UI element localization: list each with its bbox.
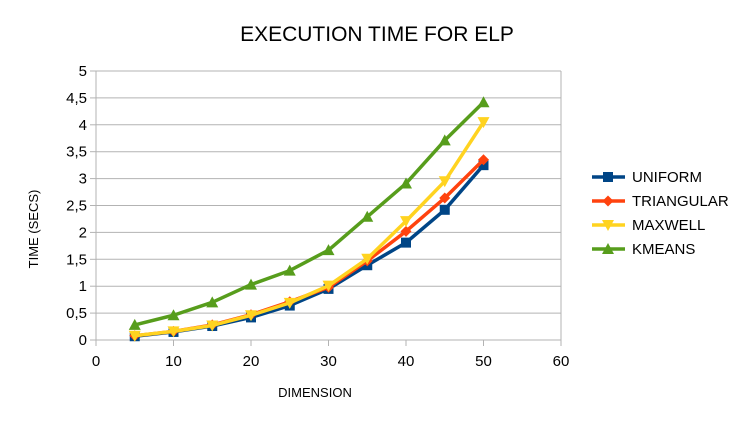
data-point-kmeans — [167, 309, 180, 321]
x-tick-label: 40 — [398, 353, 415, 370]
y-tick-label: 0,5 — [66, 305, 87, 322]
data-point-maxwell — [206, 320, 219, 332]
legend-item-triangular: TRIANGULAR — [592, 193, 729, 210]
x-axis-tick-labels: 0 10 20 30 40 50 60 — [92, 353, 570, 370]
series-line-kmeans — [134, 100, 485, 327]
x-tick-label: 10 — [165, 353, 182, 370]
data-point-kmeans — [400, 177, 412, 189]
x-tick-label: 60 — [553, 353, 570, 370]
data-point-maxwell — [438, 176, 451, 188]
legend-label-kmeans: KMEANS — [632, 241, 695, 258]
legend-item-kmeans: KMEANS — [592, 241, 695, 258]
legend-item-maxwell: MAXWELL — [592, 217, 705, 234]
data-point-triangular — [439, 192, 451, 204]
x-tick-label: 20 — [243, 353, 260, 370]
data-point-triangular — [478, 154, 489, 166]
legend-marker-kmeans — [602, 243, 614, 254]
data-point-maxwell — [477, 117, 490, 129]
legend-marker-uniform — [603, 172, 613, 182]
series-kmeans — [128, 96, 490, 330]
series-lines — [128, 96, 490, 342]
data-point-maxwell — [167, 326, 180, 338]
y-tick-label: 5 — [79, 63, 87, 80]
chart-title: EXECUTION TIME FOR ELP — [240, 23, 514, 46]
data-point-uniform — [401, 237, 411, 248]
legend-label-triangular: TRIANGULAR — [632, 193, 729, 210]
data-point-kmeans — [322, 244, 335, 256]
series-uniform — [129, 160, 489, 342]
y-tick-label: 1 — [79, 278, 87, 295]
y-tick-label: 2 — [79, 224, 87, 241]
data-point-kmeans — [245, 278, 257, 290]
legend-marker-maxwell — [602, 220, 614, 231]
series-maxwell — [128, 117, 490, 342]
data-point-kmeans — [361, 210, 374, 222]
data-point-kmeans — [206, 296, 219, 308]
data-point-kmeans — [128, 318, 141, 330]
x-tick-label: 30 — [320, 353, 337, 370]
data-point-maxwell — [361, 253, 374, 265]
data-point-maxwell — [322, 280, 335, 292]
y-tick-label: 4,5 — [66, 90, 87, 107]
y-tick-label: 3 — [79, 171, 87, 188]
y-tick-label: 2,5 — [66, 198, 87, 215]
data-point-kmeans — [438, 134, 451, 146]
x-tick-label: 50 — [475, 353, 492, 370]
data-point-triangular — [400, 225, 412, 237]
x-axis-label: DIMENSION — [278, 385, 352, 400]
legend-item-uniform: UNIFORM — [592, 169, 702, 186]
y-tick-label: 3,5 — [66, 144, 87, 161]
gridlines — [90, 70, 562, 346]
y-tick-label: 4 — [79, 117, 87, 134]
y-axis-label: TIME (SECS) — [26, 190, 41, 269]
y-axis-tick-labels: 0 0,5 1 1,5 2 2,5 3 3,5 4 4,5 5 — [66, 63, 87, 349]
data-point-maxwell — [245, 310, 257, 322]
data-point-maxwell — [400, 216, 412, 228]
data-point-kmeans — [283, 264, 296, 276]
series-line-maxwell — [134, 121, 485, 338]
y-tick-label: 0 — [79, 332, 87, 349]
legend-label-uniform: UNIFORM — [632, 169, 702, 186]
legend: UNIFORM TRIANGULAR MAXWELL KMEANS — [592, 169, 729, 258]
legend-marker-triangular — [602, 195, 614, 207]
legend-label-maxwell: MAXWELL — [632, 217, 705, 234]
data-point-maxwell — [283, 297, 296, 309]
data-point-kmeans — [477, 96, 490, 108]
x-tick-label: 0 — [92, 353, 100, 370]
y-tick-label: 1,5 — [66, 251, 87, 268]
data-point-maxwell — [128, 330, 141, 342]
data-point-uniform — [439, 204, 450, 215]
